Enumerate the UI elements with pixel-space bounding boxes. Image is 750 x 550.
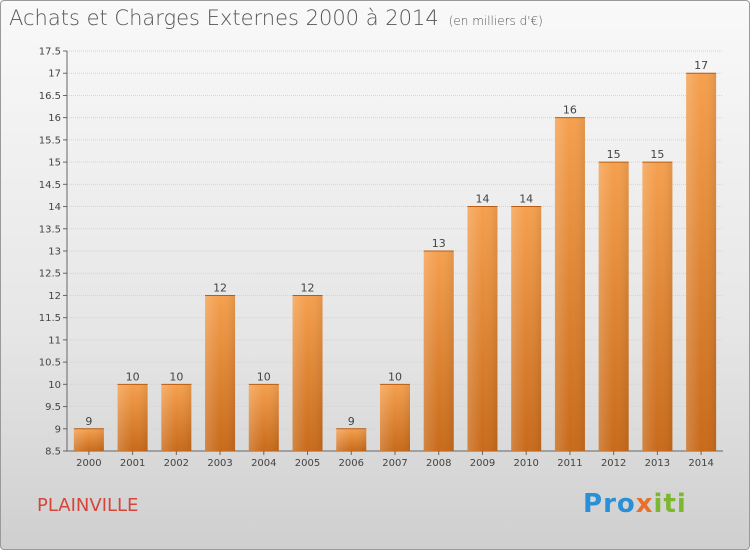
bars (73, 72, 717, 452)
data-label: 10 (257, 370, 271, 383)
x-tick-label: 2003 (207, 458, 232, 469)
y-tick-label: 8.5 (45, 447, 61, 458)
bar-shine (511, 206, 542, 451)
y-tick-label: 13.5 (39, 224, 61, 235)
chart-subtitle: (en milliers d'€) (448, 14, 543, 28)
y-tick-label: 11.5 (39, 313, 61, 324)
y-tick-label: 10 (48, 380, 61, 391)
proxiti-logo[interactable]: Proxiti (583, 489, 687, 519)
x-tick-label: 2013 (645, 458, 670, 469)
bar-shine (554, 117, 585, 452)
x-tick-label: 2001 (120, 458, 145, 469)
logo-letter: t (663, 489, 677, 519)
data-label: 16 (563, 104, 577, 117)
logo-letter: P (583, 489, 604, 519)
data-label: 15 (607, 148, 621, 161)
y-tick-label: 11 (48, 335, 61, 346)
data-label: 14 (475, 193, 489, 206)
x-tick-label: 2005 (295, 458, 320, 469)
data-label: 13 (432, 237, 446, 250)
location-name: PLAINVILLE (37, 495, 139, 516)
bar-shine (205, 295, 236, 451)
bar-shine (380, 384, 410, 451)
chart-title-block: Achats et Charges Externes 2000 à 2014 (e… (9, 6, 543, 30)
data-label: 9 (348, 415, 355, 428)
y-tick-label: 10.5 (39, 358, 61, 369)
y-tick-label: 17 (48, 69, 61, 80)
bar-shine (73, 428, 104, 451)
bar-shine (423, 251, 454, 451)
y-tick-label: 12 (48, 291, 61, 302)
x-tick-label: 2000 (76, 458, 101, 469)
bar-shine (248, 384, 279, 451)
x-tick-label: 2007 (382, 458, 407, 469)
bar-shine (117, 384, 148, 451)
x-tick-label: 2010 (513, 458, 538, 469)
data-label: 10 (126, 370, 140, 383)
x-tick-label: 2002 (164, 458, 189, 469)
y-tick-label: 15.5 (39, 135, 61, 146)
data-label: 17 (694, 59, 708, 72)
y-tick-label: 17.5 (39, 47, 61, 58)
logo-letter: i (676, 489, 687, 519)
chart-title: Achats et Charges Externes 2000 à 2014 (9, 6, 439, 30)
y-tick-label: 16.5 (39, 91, 61, 102)
x-tick-label: 2006 (339, 458, 364, 469)
x-tick-label: 2014 (688, 458, 713, 469)
data-label: 10 (388, 370, 402, 383)
y-tick-label: 16 (48, 113, 61, 124)
bar-shine (686, 73, 717, 451)
logo-letter: o (616, 489, 636, 519)
x-tick-label: 2011 (557, 458, 582, 469)
data-label: 9 (85, 415, 92, 428)
x-tick-label: 2008 (426, 458, 451, 469)
y-tick-label: 13 (48, 247, 61, 258)
y-tick-label: 12.5 (39, 269, 61, 280)
bar-shine (336, 428, 367, 451)
data-label: 14 (519, 193, 533, 206)
x-tick-label: 2009 (470, 458, 495, 469)
logo-letter: r (603, 489, 617, 519)
y-tick-label: 15 (48, 158, 61, 169)
bar-shine (598, 162, 629, 451)
data-label: 12 (213, 281, 227, 294)
bar-shine (467, 206, 498, 451)
y-tick-label: 9.5 (45, 402, 61, 413)
y-tick-label: 14 (48, 202, 61, 213)
logo-letter: i (653, 489, 664, 519)
labels: 8.5 9 9.5 10 10.5 11 11.5 12 12.5 13 13.5 14 14.5 15 1… (39, 47, 714, 470)
bar-shine (161, 384, 192, 451)
data-label: 15 (650, 148, 664, 161)
x-tick-label: 2004 (251, 458, 276, 469)
bar-shine (292, 295, 323, 451)
y-tick-label: 14.5 (39, 180, 61, 191)
bar-shine (642, 162, 673, 451)
data-label: 10 (169, 370, 183, 383)
logo-letter: x (635, 489, 654, 519)
x-tick-label: 2012 (601, 458, 626, 469)
data-label: 12 (301, 281, 315, 294)
y-tick-label: 9 (55, 424, 61, 435)
